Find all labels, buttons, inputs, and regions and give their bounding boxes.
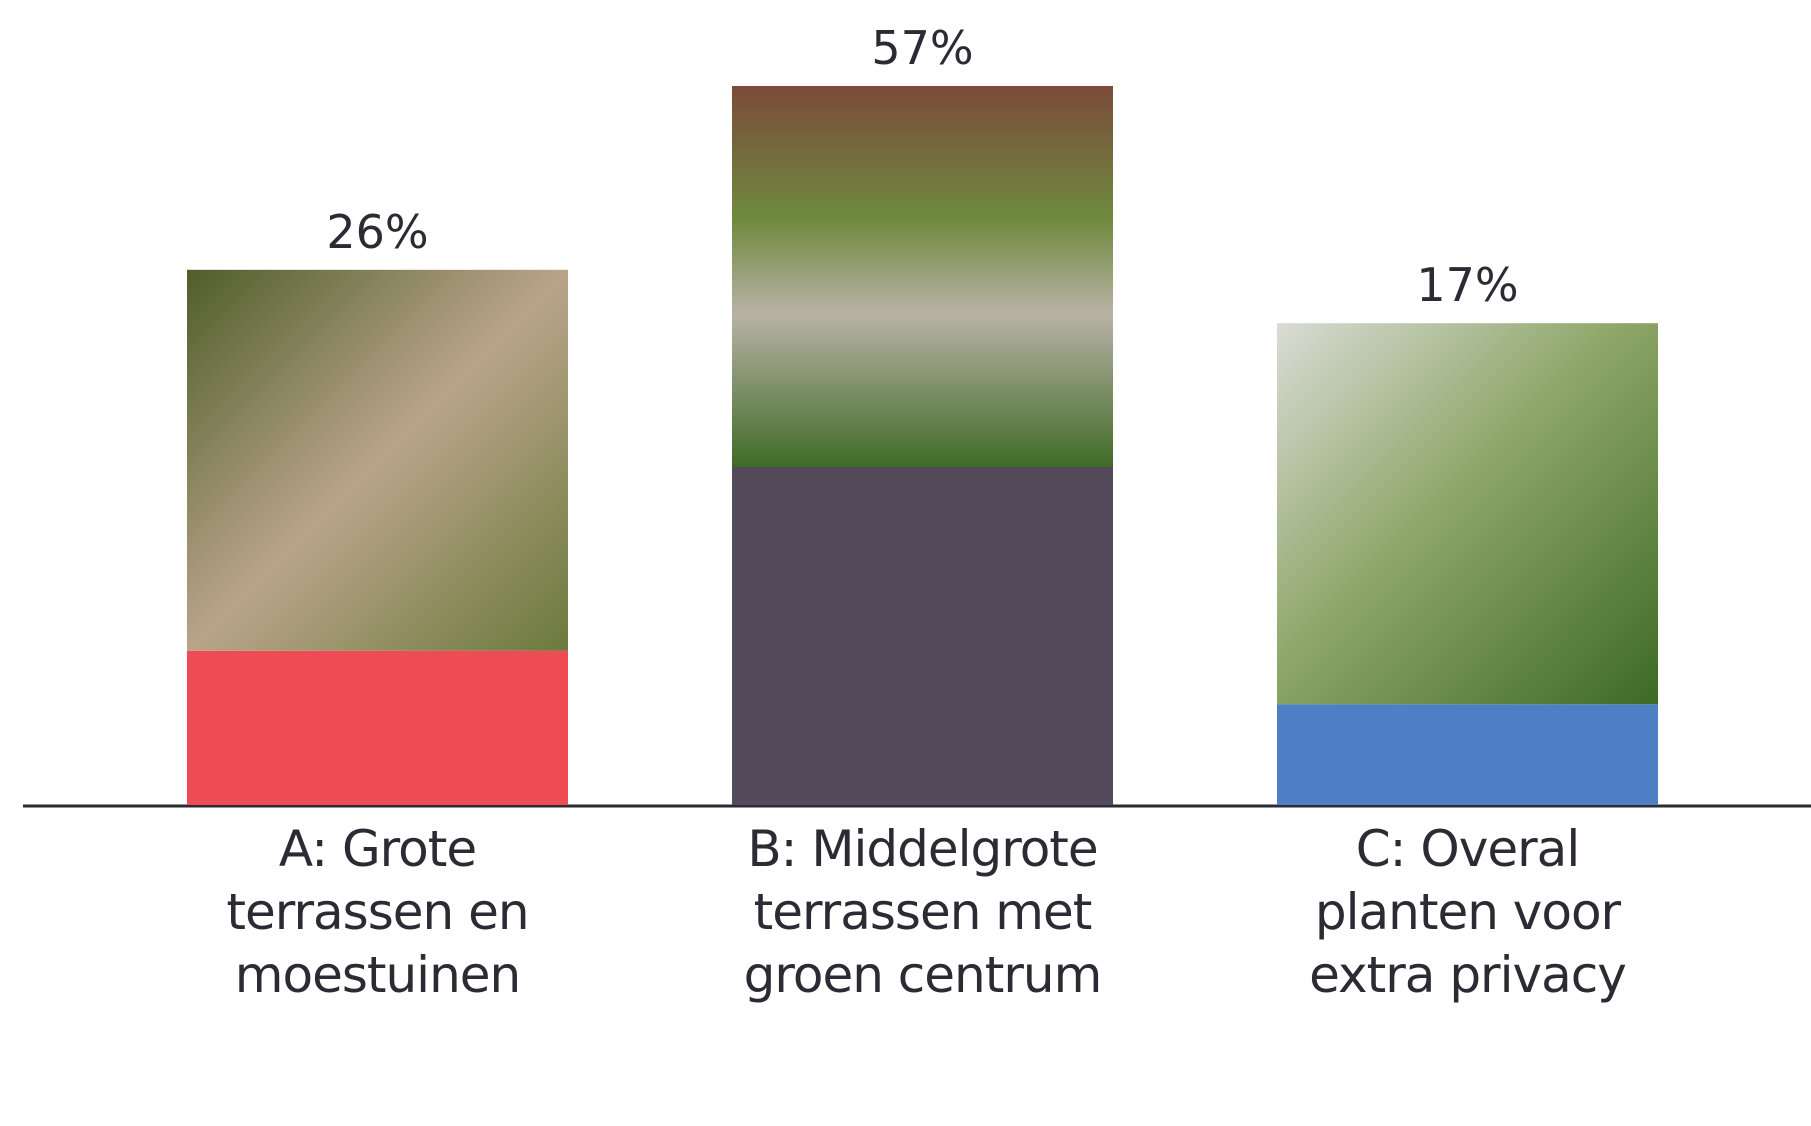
bar — [732, 466, 1113, 805]
value-label: 26% — [326, 205, 428, 259]
category-label: B: Middelgrote terrassen met groen centr… — [743, 820, 1103, 1004]
value-label: 57% — [871, 21, 973, 75]
bar-photo — [187, 269, 568, 651]
bar-photo — [732, 85, 1113, 467]
value-label: 17% — [1416, 258, 1518, 312]
bar-photo — [1277, 323, 1658, 705]
bar — [187, 650, 568, 805]
bar — [1277, 704, 1658, 805]
category-label: A: Grote terrassen en moestuinen — [226, 820, 529, 1004]
category-label: C: Overal planten voor extra privacy — [1309, 820, 1627, 1004]
